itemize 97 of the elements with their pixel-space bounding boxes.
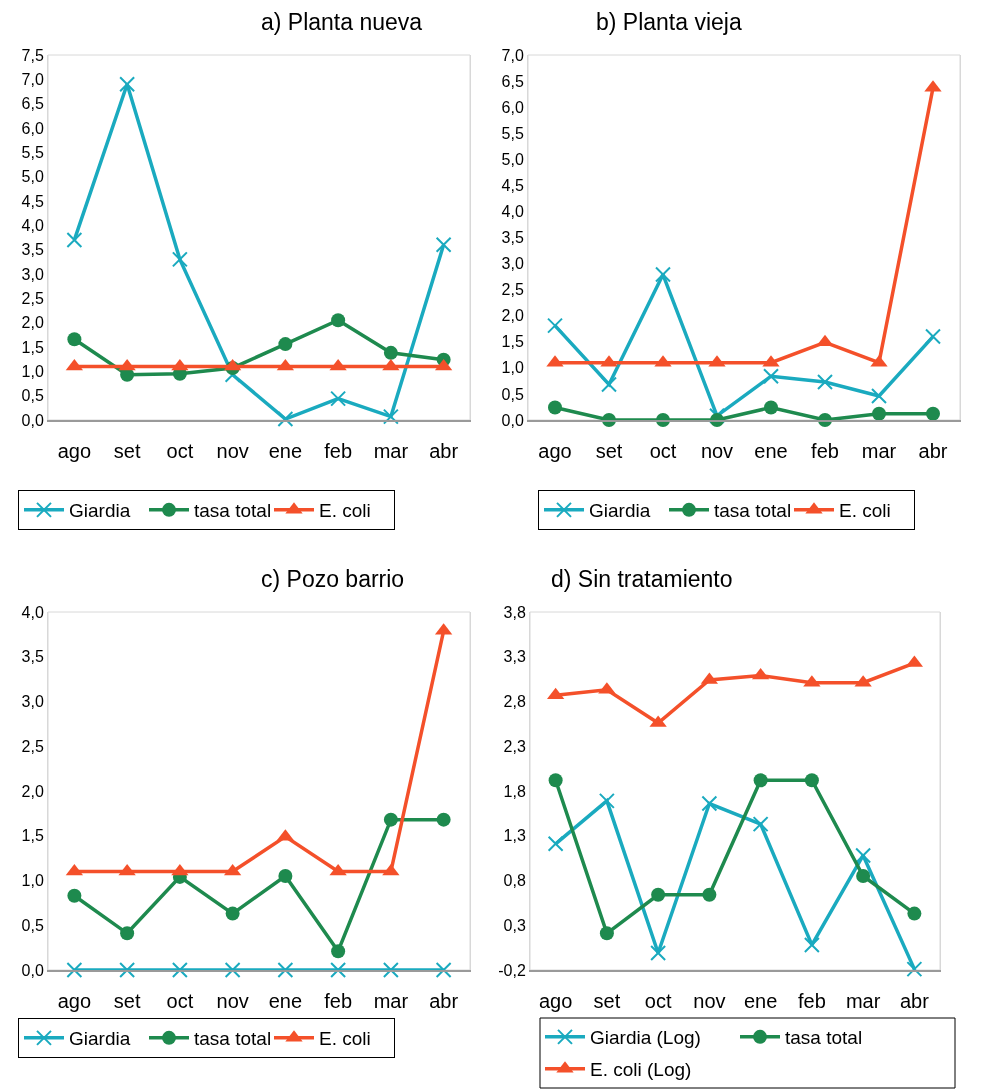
y-tick-label: 3,8 [503,603,526,621]
legend-label: tasa total [194,1028,272,1050]
y-tick-label: 1,0 [501,359,524,377]
y-tick-label: 2,5 [21,737,44,755]
y-tick-label: 4,0 [501,203,524,221]
legend-label: Giardia [69,500,131,522]
x-tick-label: nov [700,440,734,462]
x-tick-label: oct [644,990,672,1012]
x-tick-label: feb [797,990,826,1012]
chart-title: c) Pozo barrio [261,566,405,592]
y-tick-label: 3,0 [21,265,44,283]
legend-label: E. coli [319,500,371,522]
y-tick-label: 1,0 [21,362,44,380]
x-tick-label: nov [693,990,726,1012]
y-tick-label: 0,5 [21,916,44,934]
x-tick-label: ene [754,440,788,462]
legend-label: Giardia [69,1028,131,1050]
y-tick-label: 2,5 [21,289,44,307]
x-tick-label: feb [324,990,353,1012]
y-tick-label: 6,0 [501,98,524,116]
y-tick-label: 4,0 [21,603,44,621]
x-tick-label: abr [918,440,948,462]
x-tick-label: abr [429,990,459,1012]
y-tick-label: 1,5 [501,333,524,351]
y-tick-label: 3,5 [21,241,44,259]
y-tick-label: 2,0 [501,307,524,325]
x-tick-label: set [593,990,621,1012]
legend-label: Giardia [589,500,651,522]
x-tick-label: abr [429,440,459,462]
x-tick-label: ene [743,990,778,1012]
legend-label: tasa total [194,500,272,522]
y-tick-label: 5,5 [501,124,524,142]
y-tick-label: 1,3 [503,827,526,845]
x-tick-label: oct [166,990,194,1012]
y-tick-label: 3,0 [21,693,44,711]
y-tick-label: 5,0 [21,168,44,186]
x-tick-label: nov [216,990,249,1012]
legend-label: E. coli [839,500,891,522]
y-tick-label: 5,5 [21,143,44,161]
legend-label: tasa total [714,500,792,522]
y-tick-label: 0,5 [21,387,44,405]
x-tick-label: abr [899,990,930,1012]
legend-label: E. coli (Log) [590,1059,692,1081]
y-tick-label: 4,0 [21,216,44,234]
legend-label: E. coli [319,1028,371,1050]
y-tick-label: 1,0 [21,872,44,890]
legend-label: tasa total [785,1027,863,1049]
x-tick-label: set [113,990,141,1012]
x-tick-label: feb [324,440,353,462]
x-tick-label: ago [538,440,572,462]
y-tick-label: 4,5 [21,192,44,210]
x-tick-label: set [595,440,623,462]
y-tick-label: 0,0 [501,411,524,429]
y-tick-label: 6,5 [501,72,524,90]
y-tick-label: 2,0 [21,782,44,800]
chart-title: b) Planta vieja [596,9,742,35]
x-tick-label: oct [166,440,194,462]
x-tick-label: ene [268,440,303,462]
y-tick-label: 2,3 [503,737,526,755]
y-tick-label: -0,2 [498,961,526,979]
y-tick-label: 1,5 [21,827,44,845]
x-tick-label: ago [538,990,573,1012]
chart-title: d) Sin tratamiento [551,566,733,592]
x-tick-label: ago [57,990,92,1012]
y-tick-label: 3,5 [501,229,524,247]
y-tick-label: 7,5 [21,46,44,64]
x-tick-label: feb [811,440,839,462]
y-tick-label: 1,8 [503,782,526,800]
y-tick-label: 7,0 [501,46,524,64]
y-tick-label: 0,0 [21,961,44,979]
y-tick-label: 6,0 [21,119,44,137]
y-tick-label: 5,0 [501,150,524,168]
y-tick-label: 6,5 [21,95,44,113]
y-tick-label: 2,5 [501,281,524,299]
y-tick-label: 7,0 [21,70,44,88]
y-tick-label: 1,5 [21,338,44,356]
x-tick-label: mar [845,990,881,1012]
y-tick-label: 3,0 [501,255,524,273]
y-tick-label: 0,8 [503,872,526,890]
x-tick-label: ene [268,990,303,1012]
y-tick-label: 0,5 [501,385,524,403]
y-tick-label: 0,3 [503,916,526,934]
y-tick-label: 3,3 [503,648,526,666]
y-tick-label: 2,8 [503,693,526,711]
x-tick-label: set [113,440,141,462]
chart-title: a) Planta nueva [261,9,423,35]
y-tick-label: 2,0 [21,314,44,332]
legend-label: Giardia (Log) [590,1027,701,1049]
y-tick-label: 0,0 [21,411,44,429]
x-tick-label: mar [861,440,897,462]
x-tick-label: mar [373,440,409,462]
x-tick-label: mar [373,990,409,1012]
x-tick-label: oct [649,440,677,462]
x-tick-label: ago [57,440,92,462]
y-tick-label: 3,5 [21,648,44,666]
y-tick-label: 4,5 [501,176,524,194]
x-tick-label: nov [216,440,249,462]
